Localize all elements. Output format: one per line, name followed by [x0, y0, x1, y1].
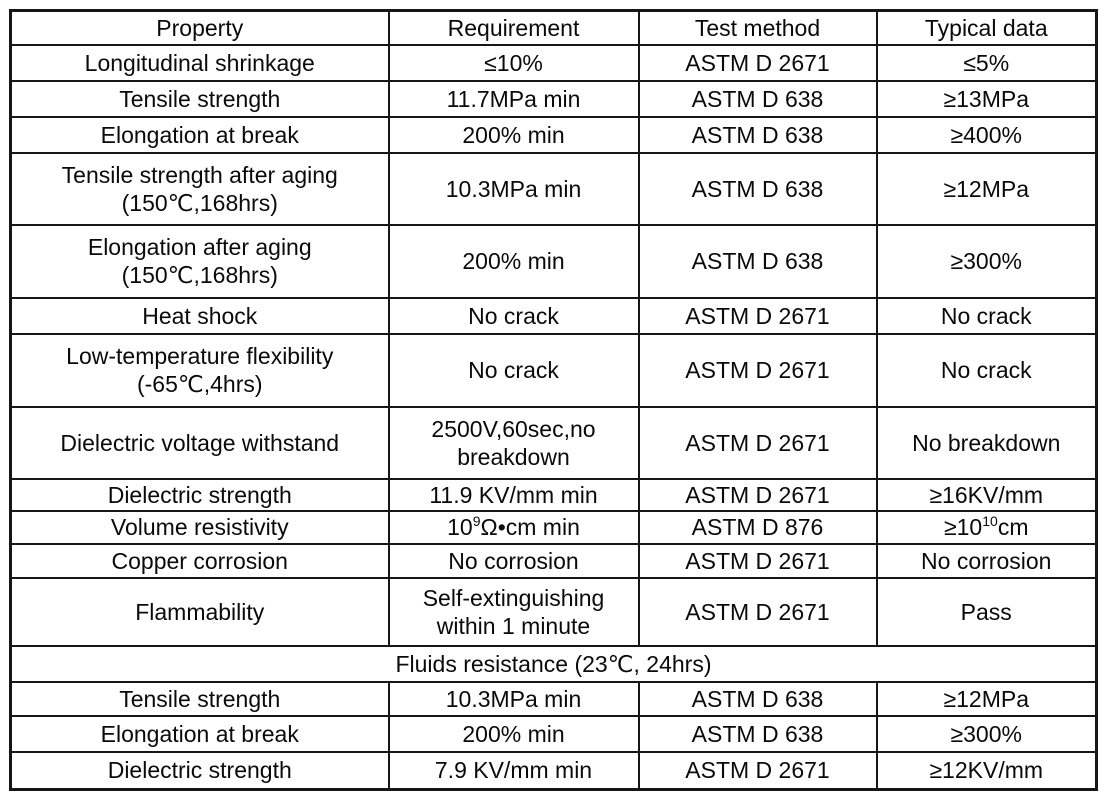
table-row: Copper corrosion No corrosion ASTM D 267…	[9, 542, 1098, 579]
cell-test-method: ASTM D 2671	[637, 576, 878, 647]
cell-requirement: No crack	[387, 296, 640, 335]
cell-test-method: ASTM D 2671	[637, 43, 878, 82]
cell-property: Longitudinal shrinkage	[9, 43, 390, 82]
requirement-superscript: 9	[472, 513, 481, 529]
table-row: Volume resistivity 109Ω•cm min ASTM D 87…	[9, 509, 1098, 545]
header-row: Property Requirement Test method Typical…	[9, 9, 1098, 46]
cell-test-method: ASTM D 2671	[637, 477, 878, 512]
cell-requirement: 11.9 KV/mm min	[387, 477, 640, 512]
table-row: Low-temperature flexibility (-65℃,4hrs) …	[9, 332, 1098, 408]
cell-typical-data: ≥13MPa	[875, 79, 1098, 118]
table-row: Elongation at break 200% min ASTM D 638 …	[9, 115, 1098, 154]
cell-typical-data: ≤5%	[875, 43, 1098, 82]
cell-test-method: ASTM D 638	[637, 151, 878, 226]
cell-requirement: 2500V,60sec,no breakdown	[387, 405, 640, 480]
cell-test-method: ASTM D 638	[637, 115, 878, 154]
cell-property: Tensile strength	[9, 79, 390, 118]
spec-table: Property Requirement Test method Typical…	[9, 9, 1098, 791]
cell-requirement: 200% min	[387, 115, 640, 154]
requirement-base: 10	[447, 514, 473, 540]
cell-requirement: 109Ω•cm min	[387, 509, 640, 545]
cell-property: Elongation after aging (150℃,168hrs)	[9, 223, 390, 299]
table-row: Tensile strength 10.3MPa min ASTM D 638 …	[9, 680, 1098, 717]
cell-property: Low-temperature flexibility (-65℃,4hrs)	[9, 332, 390, 408]
cell-requirement: 200% min	[387, 223, 640, 299]
cell-test-method: ASTM D 2671	[637, 332, 878, 408]
table-row: Dielectric strength 11.9 KV/mm min ASTM …	[9, 477, 1098, 512]
cell-test-method: ASTM D 638	[637, 680, 878, 717]
table-row: Heat shock No crack ASTM D 2671 No crack	[9, 296, 1098, 335]
typical-rest: cm	[997, 514, 1029, 540]
cell-property: Flammability	[9, 576, 390, 647]
table-row: Longitudinal shrinkage ≤10% ASTM D 2671 …	[9, 43, 1098, 82]
cell-typical-data: No crack	[875, 296, 1098, 335]
column-header-requirement: Requirement	[387, 9, 640, 46]
cell-requirement: Self-extinguishing within 1 minute	[387, 576, 640, 647]
cell-property: Dielectric voltage withstand	[9, 405, 390, 480]
cell-typical-data: ≥12MPa	[875, 680, 1098, 717]
section-row: Fluids resistance (23℃, 24hrs)	[9, 644, 1098, 683]
cell-typical-data: ≥12MPa	[875, 151, 1098, 226]
cell-requirement: 10.3MPa min	[387, 680, 640, 717]
table-row: Dielectric voltage withstand 2500V,60sec…	[9, 405, 1098, 480]
cell-typical-data: No crack	[875, 332, 1098, 408]
cell-typical-data: Pass	[875, 576, 1098, 647]
cell-requirement: 11.7MPa min	[387, 79, 640, 118]
typical-superscript: 10	[982, 513, 998, 529]
requirement-rest: Ω•cm min	[480, 514, 580, 540]
column-header-typical-data: Typical data	[875, 9, 1098, 46]
cell-test-method: ASTM D 2671	[637, 542, 878, 579]
cell-test-method: ASTM D 638	[637, 79, 878, 118]
cell-test-method: ASTM D 876	[637, 509, 878, 545]
cell-test-method: ASTM D 638	[637, 223, 878, 299]
table-row: Elongation at break 200% min ASTM D 638 …	[9, 714, 1098, 753]
cell-test-method: ASTM D 638	[637, 714, 878, 753]
cell-property: Tensile strength	[9, 680, 390, 717]
table-row: Elongation after aging (150℃,168hrs) 200…	[9, 223, 1098, 299]
table-row: Tensile strength after aging (150℃,168hr…	[9, 151, 1098, 226]
cell-typical-data: ≥300%	[875, 223, 1098, 299]
cell-typical-data: ≥16KV/mm	[875, 477, 1098, 512]
cell-test-method: ASTM D 2671	[637, 750, 878, 791]
typical-base: ≥10	[944, 514, 983, 540]
cell-requirement: No crack	[387, 332, 640, 408]
cell-property: Tensile strength after aging (150℃,168hr…	[9, 151, 390, 226]
cell-property: Volume resistivity	[9, 509, 390, 545]
cell-test-method: ASTM D 2671	[637, 405, 878, 480]
cell-requirement: ≤10%	[387, 43, 640, 82]
cell-requirement: No corrosion	[387, 542, 640, 579]
cell-test-method: ASTM D 2671	[637, 296, 878, 335]
table-row: Tensile strength 11.7MPa min ASTM D 638 …	[9, 79, 1098, 118]
cell-typical-data: ≥1010cm	[875, 509, 1098, 545]
cell-property: Copper corrosion	[9, 542, 390, 579]
cell-property: Dielectric strength	[9, 477, 390, 512]
cell-requirement: 7.9 KV/mm min	[387, 750, 640, 791]
section-title: Fluids resistance (23℃, 24hrs)	[9, 644, 1098, 683]
cell-property: Elongation at break	[9, 115, 390, 154]
cell-typical-data: No corrosion	[875, 542, 1098, 579]
cell-typical-data: ≥12KV/mm	[875, 750, 1098, 791]
cell-typical-data: No breakdown	[875, 405, 1098, 480]
column-header-test-method: Test method	[637, 9, 878, 46]
cell-property: Dielectric strength	[9, 750, 390, 791]
cell-typical-data: ≥300%	[875, 714, 1098, 753]
cell-requirement: 10.3MPa min	[387, 151, 640, 226]
cell-typical-data: ≥400%	[875, 115, 1098, 154]
cell-property: Elongation at break	[9, 714, 390, 753]
column-header-property: Property	[9, 9, 390, 46]
cell-property: Heat shock	[9, 296, 390, 335]
cell-requirement: 200% min	[387, 714, 640, 753]
table-row: Dielectric strength 7.9 KV/mm min ASTM D…	[9, 750, 1098, 791]
table-row: Flammability Self-extinguishing within 1…	[9, 576, 1098, 647]
